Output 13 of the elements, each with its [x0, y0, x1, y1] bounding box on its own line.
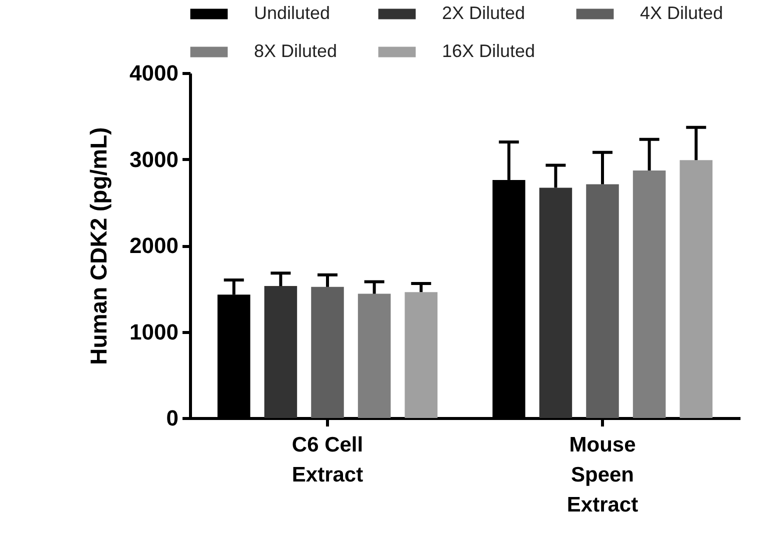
legend-label: 8X Diluted [254, 41, 338, 61]
x-tick-label: C6 Cell Extract [292, 434, 364, 486]
legend-label: 4X Diluted [640, 3, 724, 23]
y-axis-title: Human CDK2 (pg/mL) [86, 127, 112, 365]
y-tick-label: 4000 [130, 60, 178, 86]
y-tick-label: 2000 [130, 233, 178, 258]
legend-label: Undiluted [254, 3, 330, 23]
legend-label: 16X Diluted [442, 41, 536, 61]
y-tick-label: 3000 [130, 146, 178, 172]
y-tick-label: 0 [166, 406, 178, 430]
legend-label: 2X Diluted [442, 3, 526, 23]
y-tick-label: 1000 [130, 319, 178, 344]
x-tick-label: Mouse Speen Extract [566, 434, 638, 516]
